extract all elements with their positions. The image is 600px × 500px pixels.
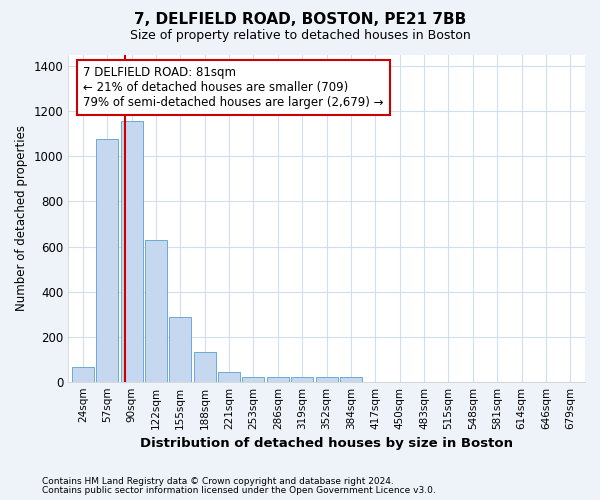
Text: 7 DELFIELD ROAD: 81sqm
← 21% of detached houses are smaller (709)
79% of semi-de: 7 DELFIELD ROAD: 81sqm ← 21% of detached… bbox=[83, 66, 384, 110]
Bar bbox=[291, 376, 313, 382]
Text: Contains public sector information licensed under the Open Government Licence v3: Contains public sector information licen… bbox=[42, 486, 436, 495]
Bar bbox=[169, 318, 191, 382]
Bar bbox=[145, 240, 167, 382]
Bar bbox=[121, 122, 143, 382]
Bar bbox=[72, 367, 94, 382]
Text: Size of property relative to detached houses in Boston: Size of property relative to detached ho… bbox=[130, 28, 470, 42]
Bar bbox=[316, 376, 338, 382]
Text: 7, DELFIELD ROAD, BOSTON, PE21 7BB: 7, DELFIELD ROAD, BOSTON, PE21 7BB bbox=[134, 12, 466, 28]
Bar bbox=[340, 376, 362, 382]
X-axis label: Distribution of detached houses by size in Boston: Distribution of detached houses by size … bbox=[140, 437, 513, 450]
Text: Contains HM Land Registry data © Crown copyright and database right 2024.: Contains HM Land Registry data © Crown c… bbox=[42, 477, 394, 486]
Bar bbox=[194, 352, 215, 382]
Y-axis label: Number of detached properties: Number of detached properties bbox=[15, 126, 28, 312]
Bar bbox=[96, 140, 118, 382]
Bar bbox=[267, 376, 289, 382]
Bar bbox=[242, 376, 265, 382]
Bar bbox=[218, 372, 240, 382]
